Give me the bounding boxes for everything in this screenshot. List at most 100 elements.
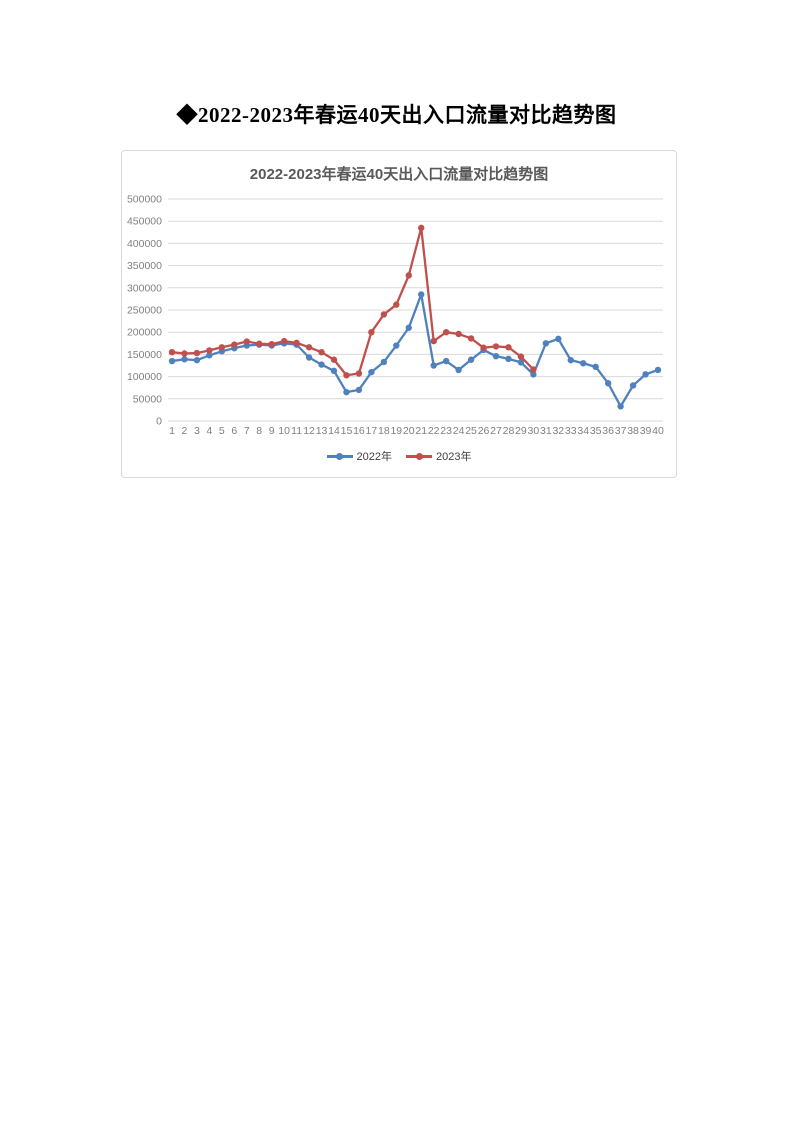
svg-text:12: 12 — [303, 425, 315, 437]
data-point — [405, 272, 412, 279]
data-point — [505, 355, 512, 363]
data-point — [505, 344, 512, 351]
data-point — [530, 371, 537, 378]
data-point — [405, 324, 412, 331]
data-point — [193, 349, 201, 357]
svg-text:16: 16 — [353, 425, 365, 437]
svg-text:100000: 100000 — [127, 371, 162, 383]
data-point — [530, 366, 537, 373]
svg-text:8: 8 — [256, 425, 262, 437]
svg-text:300000: 300000 — [127, 282, 162, 294]
data-point — [318, 361, 325, 368]
svg-text:21: 21 — [415, 425, 427, 437]
svg-text:25: 25 — [465, 425, 477, 437]
legend-item-2022: 2022年 — [326, 448, 392, 464]
data-point — [181, 350, 188, 357]
svg-text:0: 0 — [156, 416, 162, 428]
data-point — [243, 338, 250, 345]
data-point — [642, 371, 649, 378]
data-point — [430, 362, 437, 369]
data-point — [467, 335, 475, 342]
svg-text:36: 36 — [602, 425, 614, 437]
data-point — [567, 356, 574, 364]
document-title: ◆2022-2023年春运40天出入口流量对比趋势图 — [176, 103, 617, 127]
svg-text:34: 34 — [577, 425, 589, 437]
line-marker-2022-icon — [326, 452, 353, 460]
data-point — [355, 370, 363, 377]
data-point — [355, 386, 363, 394]
data-point — [380, 311, 388, 318]
data-point — [256, 340, 263, 347]
svg-text:500000: 500000 — [127, 194, 162, 206]
svg-text:30: 30 — [528, 425, 540, 437]
svg-text:23: 23 — [440, 425, 452, 437]
data-point — [654, 366, 662, 374]
data-point — [268, 340, 275, 348]
data-point — [181, 356, 188, 363]
svg-text:26: 26 — [478, 425, 490, 437]
svg-text:11: 11 — [291, 425, 302, 437]
data-point — [517, 353, 525, 360]
data-point — [305, 354, 313, 361]
svg-text:2: 2 — [182, 425, 188, 437]
data-point — [368, 329, 375, 336]
svg-text:29: 29 — [515, 425, 527, 437]
data-point — [218, 344, 226, 351]
svg-text:20: 20 — [403, 425, 415, 437]
svg-text:33: 33 — [565, 425, 577, 437]
data-point — [455, 366, 462, 374]
data-point — [555, 335, 562, 343]
data-point — [343, 388, 350, 396]
svg-text:10: 10 — [278, 425, 290, 437]
svg-text:40: 40 — [652, 425, 664, 437]
data-point — [492, 352, 500, 360]
data-point — [542, 340, 550, 347]
data-point — [629, 382, 637, 389]
y-axis-labels: 0 50000 100000 150000 200000 250000 300000 3500… — [127, 194, 162, 428]
svg-text:7: 7 — [244, 425, 250, 437]
svg-text:6: 6 — [231, 425, 237, 437]
data-point — [168, 357, 176, 365]
svg-text:22: 22 — [428, 425, 440, 437]
svg-text:24: 24 — [453, 425, 465, 437]
svg-text:14: 14 — [328, 425, 340, 437]
svg-text:200000: 200000 — [127, 327, 162, 339]
data-point — [492, 343, 500, 350]
data-point — [418, 291, 425, 298]
series-2022年 — [168, 291, 662, 410]
svg-text:9: 9 — [269, 425, 275, 437]
svg-text:250000: 250000 — [127, 305, 162, 317]
svg-text:4: 4 — [206, 425, 212, 437]
data-point — [343, 372, 350, 379]
data-point — [455, 330, 462, 338]
svg-text:5: 5 — [219, 425, 225, 437]
data-point — [430, 337, 437, 345]
data-point — [231, 341, 238, 348]
svg-text:39: 39 — [640, 425, 652, 437]
data-point — [604, 380, 612, 387]
data-point — [393, 301, 400, 308]
svg-text:31: 31 — [540, 425, 552, 437]
svg-text:38: 38 — [627, 425, 639, 437]
chart-legend: 2022年 2023年 — [122, 448, 676, 464]
data-point — [280, 337, 288, 345]
svg-text:28: 28 — [503, 425, 515, 437]
data-point — [442, 329, 450, 336]
flow-trend-chart: 0 50000 100000 150000 200000 250000 300000 3500… — [121, 150, 677, 478]
data-point — [305, 344, 313, 351]
data-point — [206, 347, 213, 354]
svg-text:1: 1 — [169, 425, 175, 437]
plot-svg: 0 50000 100000 150000 200000 250000 300000 3500… — [127, 194, 664, 438]
svg-text:13: 13 — [316, 425, 328, 437]
data-point — [480, 344, 487, 351]
legend-label-2023: 2023年 — [436, 451, 472, 463]
svg-text:400000: 400000 — [127, 238, 162, 250]
svg-text:50000: 50000 — [133, 393, 162, 405]
data-point — [330, 367, 338, 375]
svg-text:15: 15 — [341, 425, 353, 437]
svg-text:150000: 150000 — [127, 349, 162, 361]
data-point — [393, 342, 400, 349]
svg-text:350000: 350000 — [127, 260, 162, 272]
line-marker-2023-icon — [406, 452, 432, 460]
